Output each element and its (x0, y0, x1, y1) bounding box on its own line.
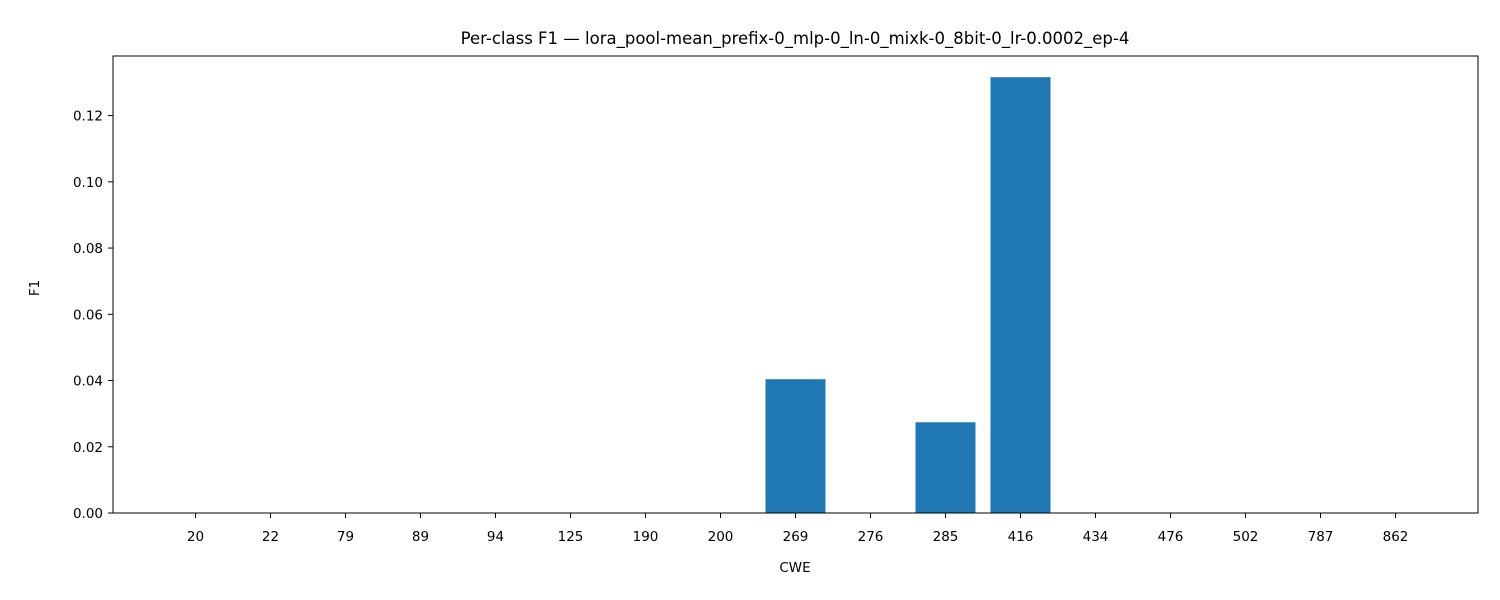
y-tick-label: 0.00 (73, 506, 103, 522)
bars-group (765, 77, 1051, 513)
chart-title: Per-class F1 — lora_pool-mean_prefix-0_m… (461, 29, 1130, 49)
x-axis: 20 22 79 89 94 125 190 200 269 276 285 416 434 476 502… (187, 513, 1408, 545)
x-tick-label: 502 (1233, 529, 1259, 545)
bar-cwe-285 (915, 422, 976, 513)
y-axis-label: F1 (27, 280, 43, 296)
x-tick-label: 190 (633, 529, 659, 545)
x-axis-label: CWE (779, 560, 810, 576)
bar-cwe-269 (765, 379, 826, 513)
x-tick-label: 79 (337, 529, 354, 545)
x-tick-label: 22 (262, 529, 279, 545)
x-tick-label: 20 (187, 529, 204, 545)
x-tick-label: 476 (1158, 529, 1184, 545)
y-tick-label: 0.08 (73, 241, 103, 257)
y-tick-label: 0.10 (73, 175, 103, 191)
y-tick-label: 0.12 (73, 109, 103, 125)
x-tick-label: 416 (1008, 529, 1034, 545)
x-tick-label: 787 (1308, 529, 1334, 545)
y-tick-label: 0.04 (73, 374, 103, 390)
x-tick-label: 269 (783, 529, 809, 545)
bar-cwe-416 (990, 77, 1051, 513)
x-tick-label: 862 (1383, 529, 1409, 545)
x-tick-label: 434 (1083, 529, 1109, 545)
y-axis: 0.00 0.02 0.04 0.06 0.08 0.10 0.12 (73, 109, 113, 522)
y-tick-label: 0.02 (73, 440, 103, 456)
x-tick-label: 200 (708, 529, 734, 545)
x-tick-label: 285 (933, 529, 959, 545)
y-tick-label: 0.06 (73, 307, 103, 323)
x-tick-label: 89 (412, 529, 429, 545)
plot-frame (112, 55, 1479, 514)
x-tick-label: 276 (858, 529, 884, 545)
x-tick-label: 125 (558, 529, 584, 545)
x-tick-label: 94 (487, 529, 504, 545)
